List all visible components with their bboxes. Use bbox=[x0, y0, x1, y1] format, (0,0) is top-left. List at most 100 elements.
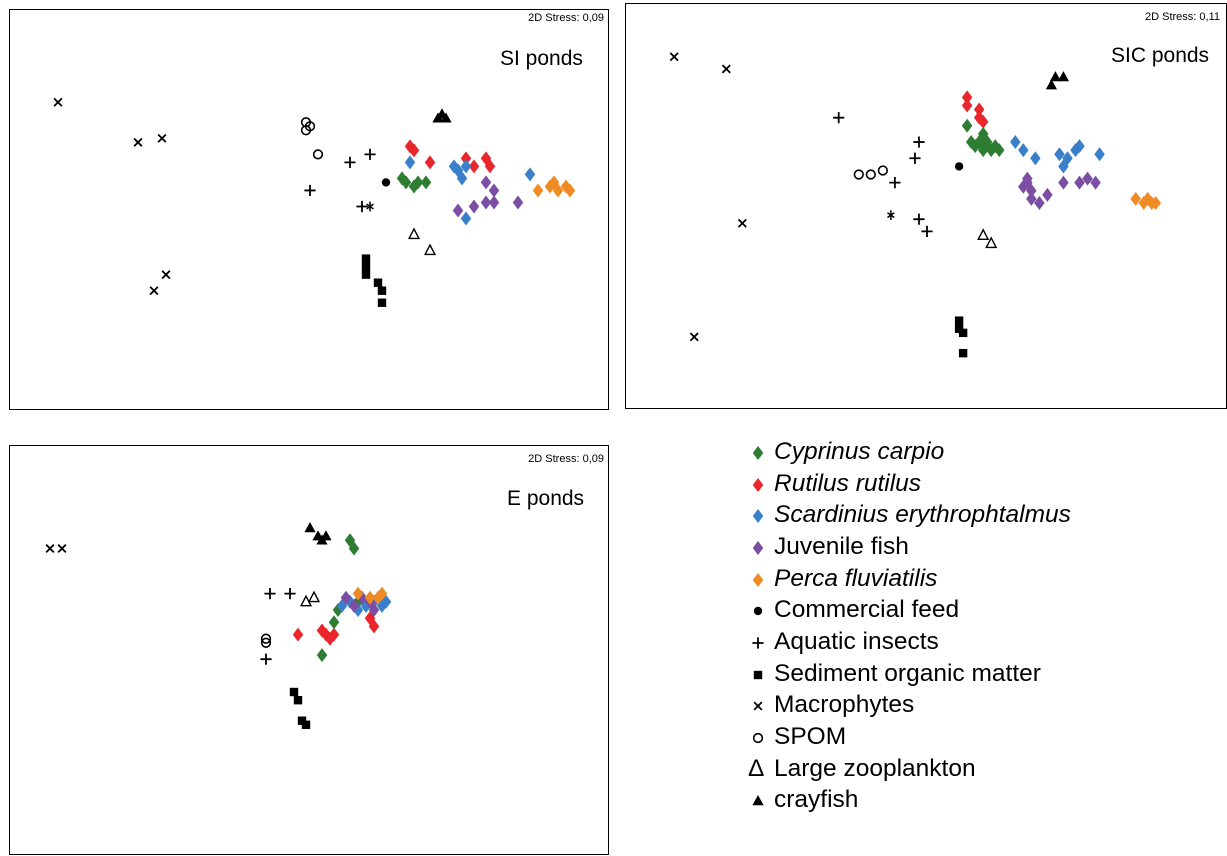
e-point-perca-0 bbox=[352, 586, 364, 601]
sic-point-scardinius-3 bbox=[1054, 147, 1065, 162]
sic-point-macrophytes-1 bbox=[721, 64, 731, 74]
green-diamond-icon-glyph bbox=[752, 445, 764, 460]
delta-symbol: Δ bbox=[748, 754, 765, 782]
legend-item-perca: Perca fluviatilis bbox=[748, 563, 1071, 595]
legend-item-spom: SPOM bbox=[748, 721, 1071, 753]
si-point-perca-3 bbox=[552, 183, 564, 198]
si-point-macrophytes-0 bbox=[53, 97, 63, 107]
si-panel-title: SI ponds bbox=[500, 47, 583, 70]
si-point-sediment-0 bbox=[361, 254, 371, 263]
legend-marker-rutilus bbox=[752, 477, 764, 492]
red-diamond-icon bbox=[748, 472, 774, 496]
si-point-rutilus-6 bbox=[484, 159, 496, 174]
sic-point-perca-2 bbox=[1142, 191, 1153, 206]
legend-label-zooplankton: Large zooplankton bbox=[774, 754, 976, 782]
si-point-macrophytes-4 bbox=[149, 286, 159, 296]
si-point-juvenile-0 bbox=[480, 175, 492, 190]
si-point-rutilus-1 bbox=[408, 143, 420, 158]
si-point-zooplankton-1 bbox=[423, 243, 437, 256]
sic-stress-label: 2D Stress: 0,11 bbox=[1145, 11, 1220, 23]
si-point-spom-2 bbox=[304, 121, 316, 132]
legend-marker-cyprinus bbox=[752, 445, 764, 460]
e-point-sediment-1 bbox=[293, 696, 303, 705]
si-point-rutilus-3 bbox=[460, 151, 472, 166]
purple-diamond-icon bbox=[748, 535, 774, 559]
blue-diamond-icon bbox=[748, 503, 774, 527]
panel-sic-ponds: 2D Stress: 0,11 SIC ponds bbox=[625, 3, 1227, 409]
e-stress-label: 2D Stress: 0,09 bbox=[528, 453, 604, 465]
sic-point-asterisk-0 bbox=[887, 210, 895, 221]
si-point-insects-2 bbox=[364, 148, 376, 160]
sic-point-rutilus-0 bbox=[961, 90, 973, 105]
e-panel-title: E ponds bbox=[507, 487, 585, 510]
legend-item-crayfish: crayfish bbox=[748, 785, 1071, 817]
e-point-scardinius-6 bbox=[380, 594, 392, 609]
si-point-scardinius-3 bbox=[456, 171, 468, 186]
sic-point-macrophytes-0 bbox=[669, 52, 679, 62]
legend-marker-crayfish bbox=[752, 795, 764, 806]
sic-ponds-plot bbox=[669, 52, 1162, 358]
legend-marker-perca bbox=[752, 572, 764, 587]
e-point-rutilus-4 bbox=[328, 627, 340, 642]
sic-point-insects-3 bbox=[889, 177, 901, 189]
legend-item-juvenile: Juvenile fish bbox=[748, 531, 1071, 563]
blue-diamond-icon-glyph bbox=[752, 509, 764, 524]
sic-point-cyprinus-2 bbox=[969, 139, 981, 154]
si-point-juvenile-3 bbox=[468, 199, 480, 214]
sic-point-insects-2 bbox=[909, 152, 921, 164]
si-point-scardinius-4 bbox=[460, 159, 472, 174]
filled-circle-icon-glyph bbox=[753, 607, 763, 616]
x-cross-icon-glyph bbox=[753, 701, 763, 711]
e-point-perca-3 bbox=[376, 586, 388, 601]
sic-point-insects-0 bbox=[833, 112, 845, 124]
open-circle-icon bbox=[748, 725, 774, 749]
si-point-insects-3 bbox=[356, 200, 368, 213]
si-point-juvenile-4 bbox=[480, 195, 492, 210]
si-point-scardinius-0 bbox=[404, 155, 416, 170]
panel-e-ponds: 2D Stress: 0,09 E ponds bbox=[9, 445, 609, 855]
si-point-perca-5 bbox=[564, 183, 576, 198]
e-point-insects-1 bbox=[284, 588, 296, 600]
e-point-zooplankton-0 bbox=[299, 594, 313, 607]
si-point-macrophytes-1 bbox=[133, 137, 143, 147]
e-point-cyprinus-2 bbox=[316, 648, 328, 663]
sic-point-rutilus-4 bbox=[977, 114, 989, 129]
sic-panel-title: SIC ponds bbox=[1111, 44, 1210, 67]
legend-marker-sediment bbox=[753, 670, 763, 679]
si-point-crayfish-2 bbox=[440, 112, 452, 123]
sic-point-sediment-3 bbox=[958, 348, 968, 358]
sic-point-juvenile-10 bbox=[1026, 183, 1037, 198]
si-point-macrophytes-3 bbox=[161, 270, 171, 280]
e-point-crayfish-0 bbox=[304, 522, 316, 533]
sic-point-spom-1 bbox=[865, 169, 876, 180]
legend-item-sediment: Sediment organic matter bbox=[748, 658, 1071, 690]
e-ponds-plot bbox=[45, 522, 392, 729]
si-point-sediment-5 bbox=[377, 298, 387, 307]
si-point-sediment-2 bbox=[361, 270, 371, 279]
legend-item-zooplankton: Δ Large zooplankton bbox=[748, 753, 1071, 785]
si-point-cyprinus-4 bbox=[420, 175, 432, 190]
e-point-sediment-0 bbox=[289, 687, 299, 697]
legend-label-cyprinus: Cyprinus carpio bbox=[774, 437, 945, 465]
si-point-cyprinus-3 bbox=[412, 175, 424, 190]
si-point-juvenile-1 bbox=[488, 183, 500, 198]
e-point-juvenile-4 bbox=[368, 603, 380, 617]
sic-point-scardinius-2 bbox=[1030, 151, 1041, 166]
sic-point-macrophytes-2 bbox=[737, 218, 747, 228]
si-point-insects-0 bbox=[304, 184, 316, 197]
e-point-juvenile-0 bbox=[340, 590, 352, 605]
panel-si-ponds: 2D Stress: 0,09 SI ponds bbox=[9, 9, 609, 410]
e-point-rutilus-6 bbox=[368, 619, 380, 634]
si-point-juvenile-2 bbox=[452, 203, 464, 218]
sic-point-juvenile-9 bbox=[1022, 175, 1033, 190]
legend-marker-macrophytes bbox=[753, 701, 763, 711]
legend-label-spom: SPOM bbox=[774, 723, 847, 751]
si-point-sediment-1 bbox=[361, 262, 371, 271]
legend-label-sediment: Sediment organic matter bbox=[774, 659, 1041, 687]
e-point-crayfish-3 bbox=[320, 530, 332, 541]
legend-label-insects: Aquatic insects bbox=[774, 627, 939, 655]
legend-item-feed: Commercial feed bbox=[748, 594, 1071, 626]
sic-point-scardinius-1 bbox=[1018, 143, 1029, 158]
si-point-asterisk-0 bbox=[366, 201, 374, 212]
x-cross-icon bbox=[748, 693, 774, 717]
